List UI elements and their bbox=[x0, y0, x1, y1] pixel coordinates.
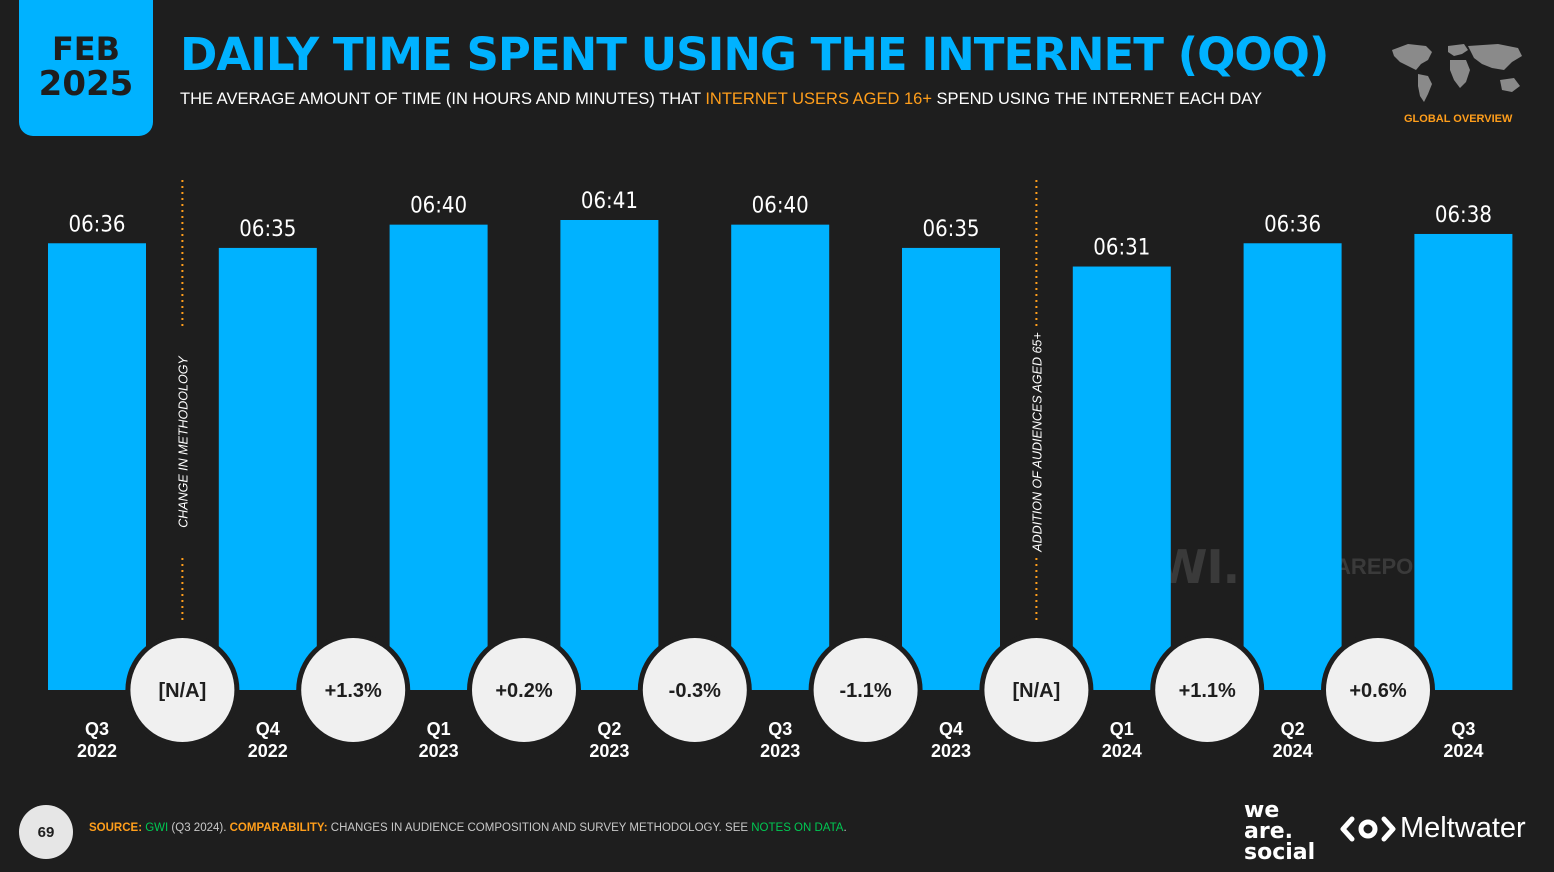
source-note: SOURCE: GWI (Q3 2024). COMPARABILITY: CH… bbox=[89, 822, 847, 834]
change-bubble bbox=[472, 638, 576, 742]
x-tick-label: 2023 bbox=[760, 741, 800, 761]
x-tick-label: 2024 bbox=[1443, 741, 1483, 761]
global-overview-label: GLOBAL OVERVIEW bbox=[1404, 113, 1513, 125]
we-are-social-logo: we are. social bbox=[1244, 798, 1316, 865]
page-number: 69 bbox=[19, 805, 73, 859]
change-label: -0.3% bbox=[669, 680, 721, 702]
comparability-text: CHANGES IN AUDIENCE COMPOSITION AND SURV… bbox=[327, 822, 752, 834]
notes-on-data-link[interactable]: NOTES ON DATA bbox=[751, 822, 844, 834]
divider-label: ADDITION OF AUDIENCES AGED 65+ bbox=[1030, 332, 1044, 552]
change-label: -1.1% bbox=[839, 680, 891, 702]
badge-year: 2025 bbox=[38, 63, 134, 104]
meltwater-text: Meltwater bbox=[1400, 812, 1526, 844]
bar-value-label: 06:38 bbox=[1435, 203, 1492, 228]
x-tick-label: Q4 bbox=[939, 719, 963, 739]
page-title: DAILY TIME SPENT USING THE INTERNET (QOQ… bbox=[180, 28, 1329, 81]
bar-value-label: 06:31 bbox=[1093, 236, 1150, 261]
bar bbox=[902, 247, 1000, 691]
bar-value-label: 06:36 bbox=[68, 212, 125, 237]
source-detail: (Q3 2024). bbox=[168, 822, 230, 834]
bar bbox=[560, 220, 659, 690]
meltwater-logo: Meltwater bbox=[1340, 812, 1526, 845]
x-tick-label: Q3 bbox=[768, 719, 792, 739]
subtitle-pre: THE AVERAGE AMOUNT OF TIME (IN HOURS AND… bbox=[180, 90, 706, 108]
x-tick-label: Q1 bbox=[1110, 719, 1134, 739]
change-bubble bbox=[1155, 638, 1260, 742]
x-tick-label: Q3 bbox=[1451, 719, 1475, 739]
bar-value-label: 06:40 bbox=[752, 194, 809, 219]
x-tick-label: Q2 bbox=[597, 719, 621, 739]
x-tick-label: 2023 bbox=[589, 741, 629, 761]
date-badge: FEB 2025 bbox=[19, 0, 153, 136]
meltwater-icon bbox=[1340, 816, 1396, 841]
divider-label: CHANGE IN METHODOLOGY bbox=[176, 355, 190, 528]
bar-value-label: 06:35 bbox=[239, 217, 296, 242]
divider-gap bbox=[1026, 327, 1047, 557]
badge-month: FEB bbox=[51, 30, 121, 69]
x-tick-label: 2023 bbox=[931, 741, 971, 761]
notes-end: . bbox=[843, 822, 847, 834]
bar bbox=[1414, 233, 1513, 690]
bar-value-label: 06:35 bbox=[922, 217, 979, 242]
bar bbox=[218, 247, 317, 691]
change-label: +0.6% bbox=[1349, 680, 1406, 702]
bar bbox=[389, 224, 488, 690]
bar bbox=[1243, 243, 1342, 690]
page-subtitle: THE AVERAGE AMOUNT OF TIME (IN HOURS AND… bbox=[180, 90, 1262, 109]
change-label: +1.3% bbox=[325, 680, 382, 702]
brand-line-3: social bbox=[1244, 840, 1316, 865]
bar bbox=[731, 224, 830, 690]
x-tick-label: Q3 bbox=[85, 719, 109, 739]
world-map-icon bbox=[1392, 44, 1522, 102]
bar bbox=[1072, 266, 1171, 690]
x-tick-label: Q4 bbox=[256, 719, 280, 739]
subtitle-highlight: INTERNET USERS AGED 16+ bbox=[705, 90, 932, 108]
x-tick-label: Q2 bbox=[1281, 719, 1305, 739]
source-link[interactable]: GWI bbox=[145, 822, 169, 834]
change-bubble bbox=[301, 638, 406, 742]
change-bubble bbox=[813, 638, 918, 742]
bar bbox=[48, 243, 146, 690]
change-label: +0.2% bbox=[495, 680, 552, 702]
chart: 06:36Q3202206:35Q4202206:40Q1202306:41Q2… bbox=[48, 180, 1513, 761]
x-tick-label: 2024 bbox=[1273, 741, 1313, 761]
bar-value-label: 06:40 bbox=[410, 194, 467, 219]
change-label: [N/A] bbox=[159, 680, 207, 702]
change-bubble bbox=[984, 638, 1089, 742]
change-label: +1.1% bbox=[1179, 680, 1236, 702]
x-tick-label: 2022 bbox=[248, 741, 288, 761]
bar-value-label: 06:36 bbox=[1264, 212, 1321, 237]
brand-line-1: we bbox=[1244, 798, 1280, 823]
change-bubble bbox=[642, 638, 747, 742]
change-bubble bbox=[1326, 638, 1430, 742]
subtitle-post: SPEND USING THE INTERNET EACH DAY bbox=[931, 90, 1263, 108]
change-bubble bbox=[130, 638, 235, 742]
x-tick-label: 2022 bbox=[77, 741, 117, 761]
change-label: [N/A] bbox=[1013, 680, 1061, 702]
x-tick-label: 2023 bbox=[419, 741, 459, 761]
brand-line-2: are. bbox=[1244, 819, 1293, 844]
x-tick-label: 2024 bbox=[1102, 741, 1142, 761]
source-label: SOURCE: bbox=[89, 822, 143, 834]
x-tick-label: Q1 bbox=[427, 719, 451, 739]
comparability-label: COMPARABILITY: bbox=[229, 822, 328, 834]
bar-value-label: 06:41 bbox=[581, 189, 638, 214]
divider-gap bbox=[172, 327, 193, 557]
